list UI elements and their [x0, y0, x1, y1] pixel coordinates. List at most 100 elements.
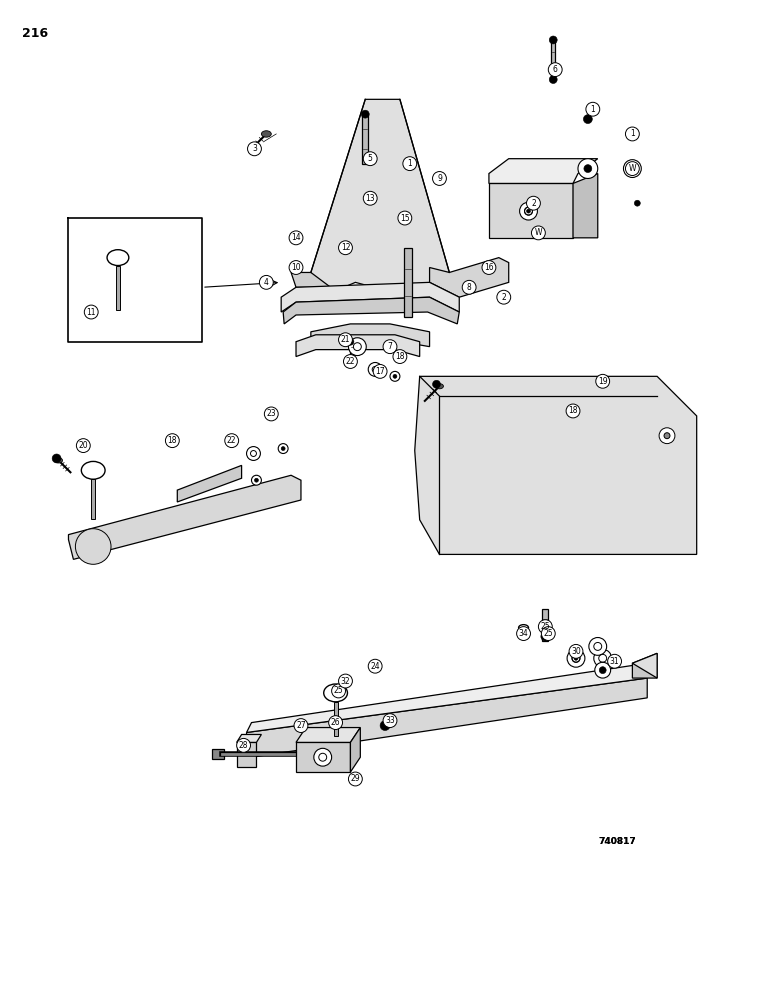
Text: 33: 33	[385, 716, 395, 725]
Text: 19: 19	[598, 377, 608, 386]
Circle shape	[433, 172, 446, 185]
Circle shape	[626, 162, 640, 176]
Circle shape	[390, 371, 400, 381]
Text: 740817: 740817	[599, 837, 636, 846]
Circle shape	[541, 632, 550, 641]
Circle shape	[578, 159, 597, 178]
Circle shape	[482, 261, 496, 274]
Text: 12: 12	[341, 243, 350, 252]
Text: 6: 6	[553, 65, 558, 74]
Circle shape	[361, 110, 369, 118]
Polygon shape	[430, 258, 509, 297]
Text: 31: 31	[610, 657, 619, 666]
Text: 7: 7	[388, 342, 392, 351]
Circle shape	[363, 191, 378, 205]
Text: 28: 28	[239, 741, 248, 750]
Circle shape	[347, 338, 354, 345]
Circle shape	[260, 275, 273, 289]
Circle shape	[289, 231, 303, 245]
Circle shape	[368, 659, 382, 673]
Text: 22: 22	[346, 357, 355, 366]
Circle shape	[516, 627, 530, 640]
Polygon shape	[489, 183, 573, 238]
Text: 21: 21	[341, 335, 350, 344]
Text: 1: 1	[407, 159, 412, 168]
Polygon shape	[236, 734, 261, 742]
Text: 3: 3	[252, 144, 257, 153]
Polygon shape	[362, 114, 368, 164]
Circle shape	[526, 196, 541, 210]
Circle shape	[398, 211, 412, 225]
Circle shape	[264, 407, 278, 421]
Circle shape	[380, 721, 390, 731]
Circle shape	[247, 142, 261, 156]
Circle shape	[566, 404, 580, 418]
Circle shape	[589, 638, 607, 655]
Circle shape	[281, 447, 285, 451]
Circle shape	[254, 478, 258, 482]
Polygon shape	[311, 324, 430, 347]
Circle shape	[623, 160, 641, 177]
Polygon shape	[551, 40, 555, 80]
Circle shape	[76, 439, 90, 453]
Circle shape	[294, 719, 308, 732]
Polygon shape	[281, 282, 459, 312]
Circle shape	[659, 428, 675, 444]
Ellipse shape	[435, 384, 443, 389]
Circle shape	[574, 656, 578, 660]
Polygon shape	[246, 663, 647, 732]
Circle shape	[225, 434, 239, 448]
Circle shape	[393, 374, 397, 378]
Text: 22: 22	[227, 436, 236, 445]
Text: 11: 11	[87, 308, 96, 317]
Ellipse shape	[55, 458, 62, 463]
Polygon shape	[415, 376, 697, 554]
Circle shape	[52, 454, 61, 463]
Text: 740817: 740817	[599, 837, 636, 846]
Text: 29: 29	[350, 774, 360, 783]
Polygon shape	[633, 653, 657, 678]
Text: 14: 14	[291, 233, 301, 242]
Polygon shape	[296, 728, 360, 742]
Circle shape	[526, 209, 530, 213]
Text: 2: 2	[531, 199, 536, 208]
Text: 18: 18	[569, 406, 578, 415]
Text: 34: 34	[519, 629, 528, 638]
Polygon shape	[296, 99, 459, 302]
Circle shape	[349, 772, 362, 786]
Circle shape	[393, 350, 407, 363]
Text: 15: 15	[400, 214, 410, 223]
Circle shape	[383, 714, 397, 728]
Circle shape	[289, 261, 303, 274]
Circle shape	[76, 529, 111, 564]
Circle shape	[531, 226, 545, 240]
Text: 25: 25	[541, 622, 550, 631]
Circle shape	[549, 76, 557, 83]
Circle shape	[328, 716, 342, 730]
Circle shape	[382, 723, 388, 728]
Text: 216: 216	[22, 27, 48, 40]
Text: 26: 26	[331, 718, 340, 727]
Text: 16: 16	[484, 263, 494, 272]
Text: 18: 18	[168, 436, 177, 445]
Circle shape	[572, 654, 580, 662]
Circle shape	[497, 290, 511, 304]
Circle shape	[349, 338, 367, 356]
Text: 8: 8	[466, 283, 472, 292]
Circle shape	[626, 127, 640, 141]
Circle shape	[549, 36, 557, 44]
Circle shape	[567, 649, 585, 667]
Polygon shape	[350, 728, 360, 772]
Text: 2: 2	[502, 293, 506, 302]
Text: W: W	[534, 228, 542, 237]
Circle shape	[343, 355, 357, 368]
Circle shape	[236, 738, 250, 752]
Circle shape	[278, 444, 288, 454]
Circle shape	[583, 115, 592, 124]
Text: 5: 5	[368, 154, 373, 163]
Polygon shape	[542, 609, 548, 641]
Polygon shape	[296, 335, 420, 357]
Circle shape	[339, 674, 353, 688]
Circle shape	[402, 157, 417, 171]
Text: 25: 25	[544, 629, 553, 638]
